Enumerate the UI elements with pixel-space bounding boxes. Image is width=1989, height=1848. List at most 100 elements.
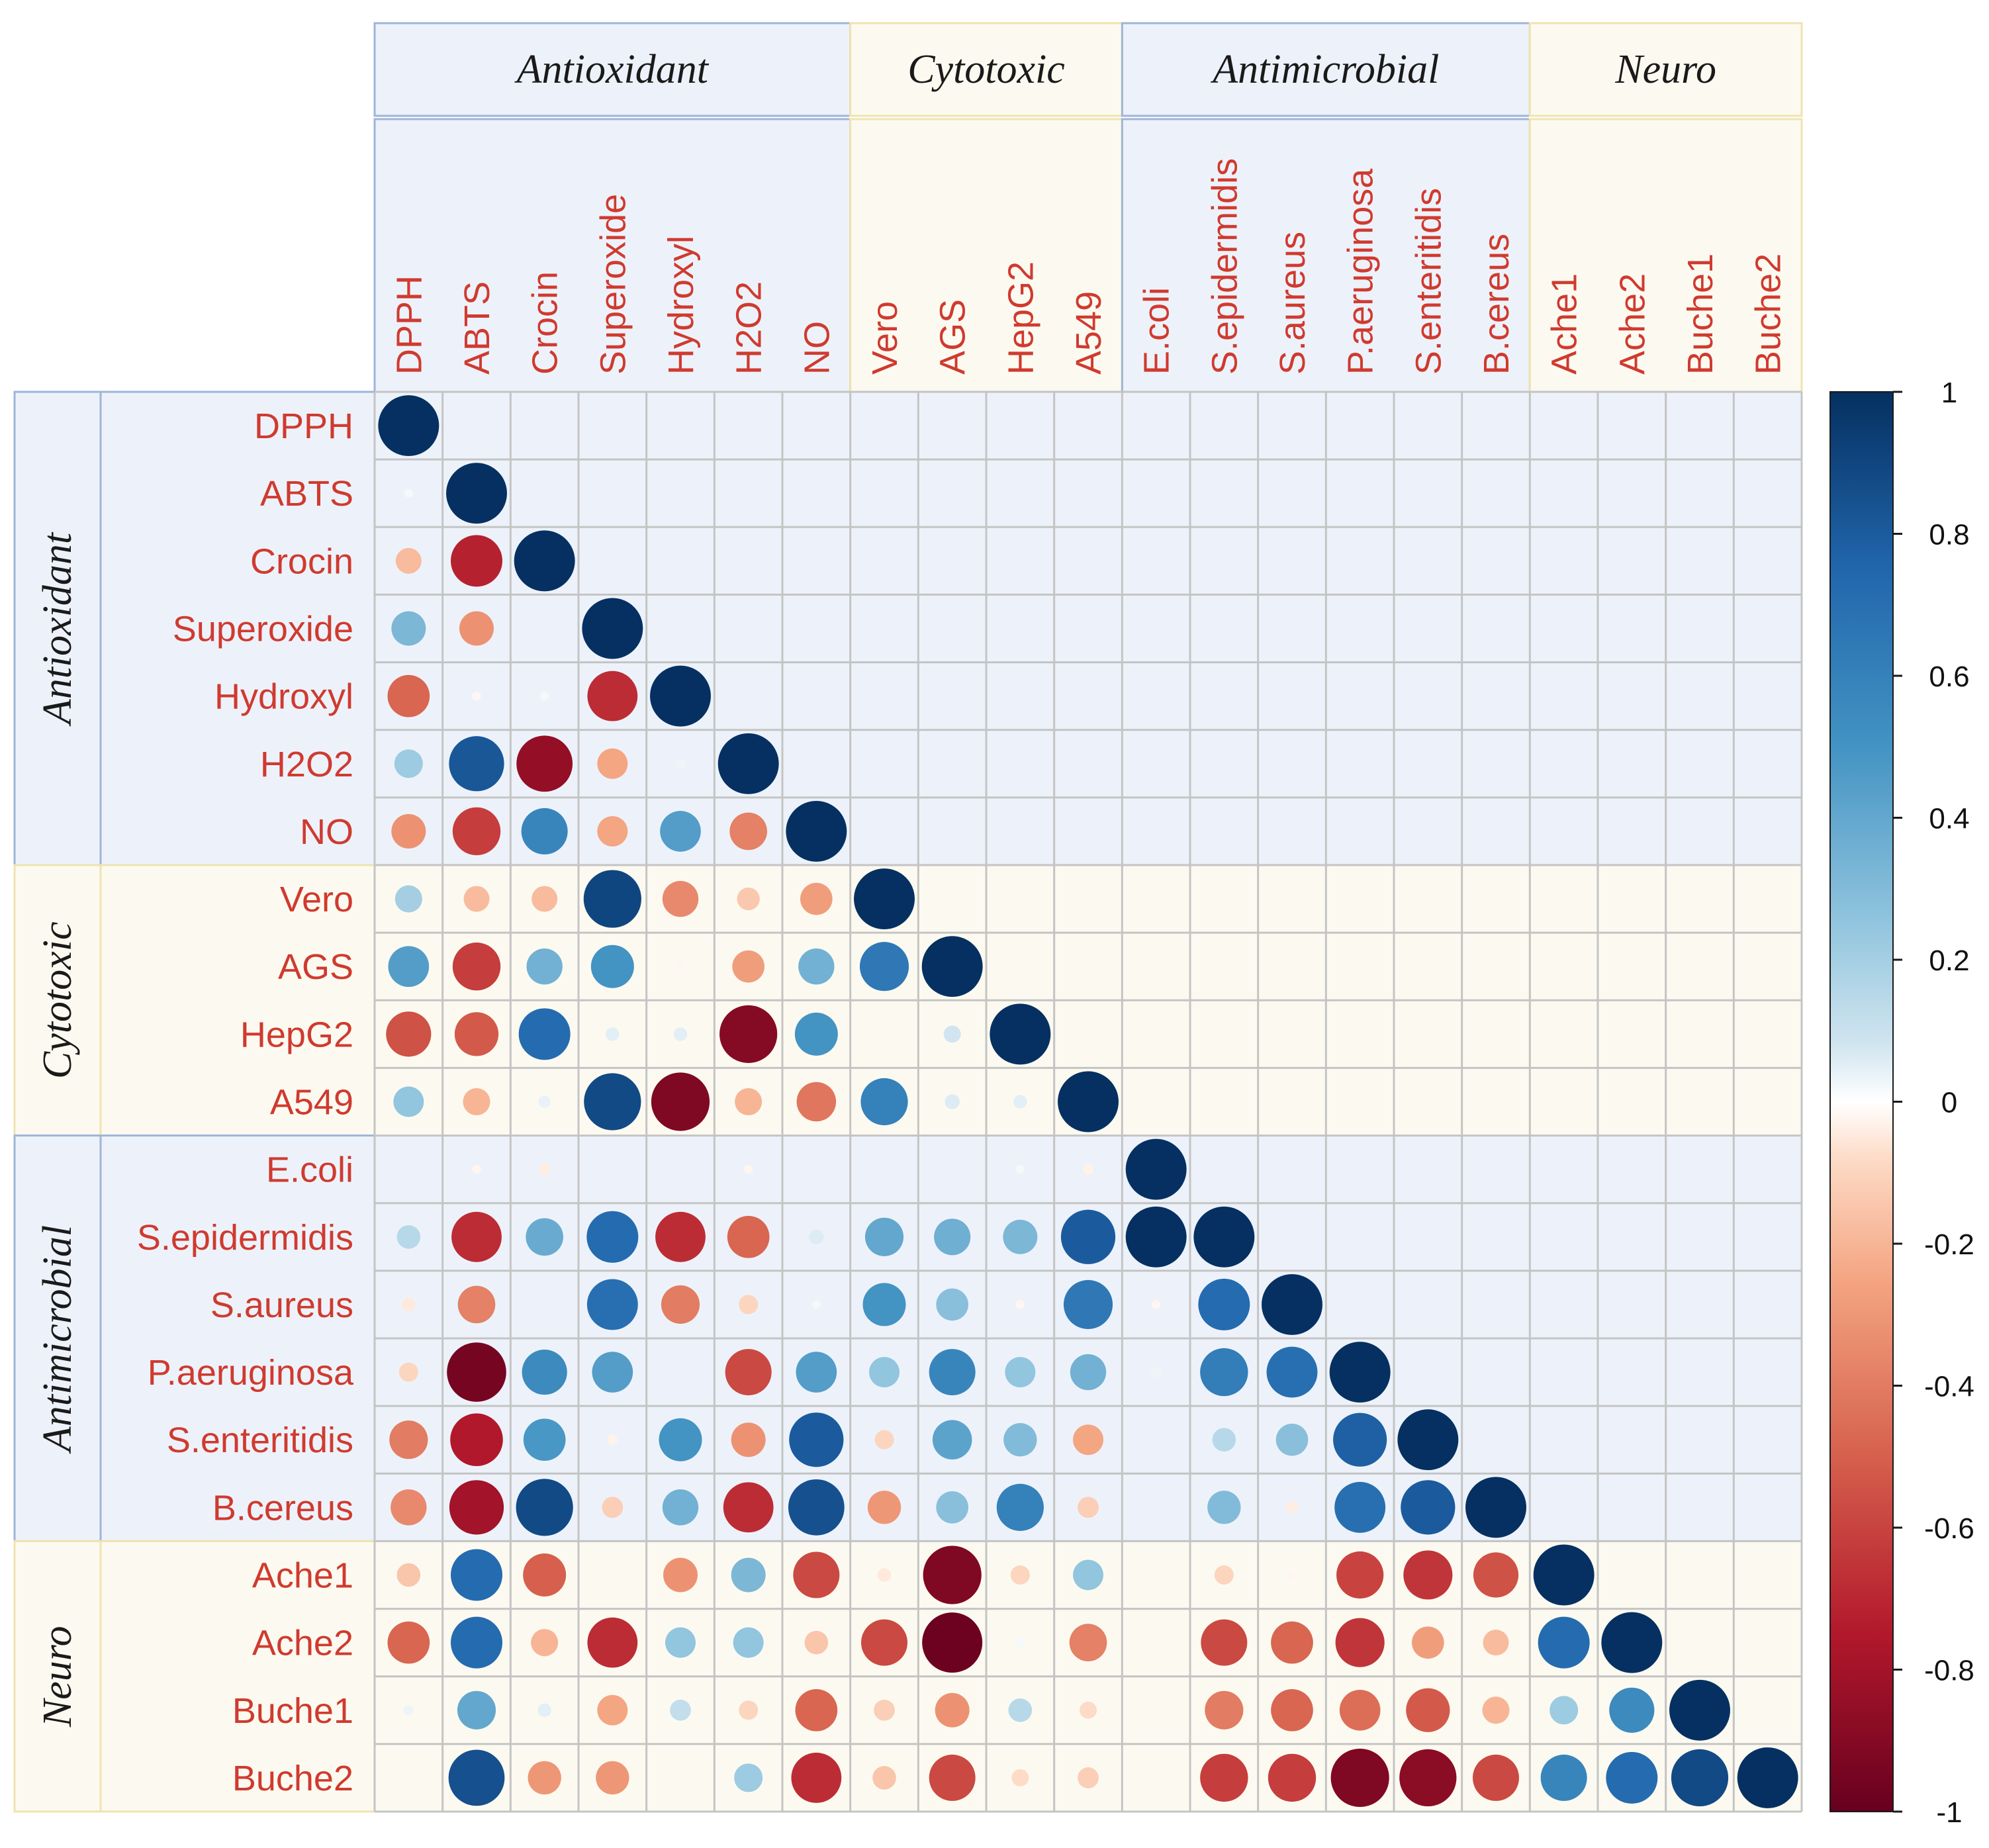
corr-A549-Vero <box>860 1078 908 1126</box>
row-label-B.cereus: B.cereus <box>212 1488 353 1528</box>
corr-Vero-DPPH <box>394 885 422 913</box>
corr-Buche2-H2O2 <box>734 1763 763 1792</box>
header-box-cytotoxic <box>849 22 1123 117</box>
side-box-neuro <box>13 1540 102 1813</box>
corr-Buche1-ABTS <box>457 1690 496 1730</box>
corr-HepG2-H2O2 <box>719 1005 778 1063</box>
colorbar-tick-label: 0.8 <box>1929 519 1969 551</box>
corr-HepG2-ABTS <box>454 1012 499 1056</box>
column-band-neuro <box>1528 118 1803 393</box>
corr-Hydroxyl-Hydroxyl <box>650 665 711 727</box>
corr-Hydroxyl-Superoxide <box>587 670 638 721</box>
corr-A549-AGS <box>945 1094 960 1109</box>
corr-H2O2-Superoxide <box>597 748 628 779</box>
row-label-E.coli: E.coli <box>266 1150 353 1190</box>
row-label-panel-antimicrobial <box>99 1134 376 1542</box>
row-label-DPPH: DPPH <box>254 406 353 446</box>
colorbar-tick-label: -1 <box>1936 1796 1962 1829</box>
corr-Buche2-Crocin <box>528 1761 561 1795</box>
corr-Buche2-Ache2 <box>1606 1751 1658 1804</box>
corr-P.aeruginosa-Crocin <box>522 1349 567 1395</box>
corr-B.cereus-A549 <box>1078 1497 1099 1518</box>
colorbar-tick-label: -0.6 <box>1924 1512 1974 1545</box>
corr-Buche1-AGS <box>935 1692 970 1728</box>
colorbar-tick-label: -0.8 <box>1924 1655 1974 1687</box>
corr-Crocin-DPPH <box>395 547 422 574</box>
row-label-HepG2: HepG2 <box>240 1015 353 1054</box>
corr-S.enteritidis-A549 <box>1073 1424 1103 1455</box>
corr-AGS-Vero <box>859 942 909 992</box>
corr-NO-DPPH <box>391 813 426 849</box>
corr-P.aeruginosa-H2O2 <box>725 1349 772 1396</box>
corr-Ache1-B.cereus <box>1473 1552 1519 1598</box>
corr-DPPH-DPPH <box>378 395 439 457</box>
row-label-Crocin: Crocin <box>250 541 353 581</box>
corr-NO-Superoxide <box>597 815 628 847</box>
corr-Ache2-Crocin <box>531 1629 559 1657</box>
column-label-DPPH: DPPH <box>389 275 429 375</box>
row-label-S.aureus: S.aureus <box>210 1285 353 1325</box>
header-label-antioxidant: Antioxidant <box>514 47 710 92</box>
side-label-cytotoxic: Cytotoxic <box>35 921 80 1079</box>
corr-AGS-AGS <box>921 936 983 997</box>
corr-S.enteritidis-S.enteritidis <box>1397 1409 1459 1471</box>
corr-Superoxide-Superoxide <box>582 598 643 659</box>
corr-AGS-Crocin <box>526 948 563 985</box>
corr-Ache1-S.aureus <box>1287 1570 1297 1580</box>
corr-Ache2-H2O2 <box>733 1627 764 1658</box>
corr-NO-ABTS <box>452 807 501 856</box>
corr-Vero-H2O2 <box>737 887 760 911</box>
corr-S.aureus-Superoxide <box>586 1279 638 1330</box>
row-label-panel-cytotoxic <box>99 864 376 1137</box>
grid <box>373 391 1803 1813</box>
corr-Ache2-ABTS <box>450 1616 503 1669</box>
column-label-B.cereus: B.cereus <box>1477 234 1516 375</box>
corr-Buche2-S.epidermidis <box>1200 1753 1248 1802</box>
corr-Buche1-DPPH <box>403 1704 414 1716</box>
colorbar: 1 0.8 0.6 0.4 0.2 0 -0.2 -0.4 -0.6 -0.8 -1 <box>1829 377 1974 1829</box>
colorbar-tick-label: -0.4 <box>1924 1371 1974 1403</box>
corr-B.cereus-H2O2 <box>723 1482 774 1533</box>
corr-P.aeruginosa-S.epidermidis <box>1200 1348 1248 1397</box>
corr-S.enteritidis-P.aeruginosa <box>1333 1412 1387 1467</box>
colorbar-gradient <box>1829 391 1894 1812</box>
corr-Buche1-Vero <box>874 1699 895 1721</box>
corr-Ache2-Superoxide <box>587 1617 638 1668</box>
corr-B.cereus-S.epidermidis <box>1207 1491 1241 1524</box>
header-label-cytotoxic: Cytotoxic <box>907 47 1065 92</box>
corr-S.enteritidis-DPPH <box>389 1420 428 1459</box>
side-box-antioxidant <box>13 391 102 866</box>
row-label-Buche1: Buche1 <box>232 1691 353 1731</box>
column-label-S.epidermidis: S.epidermidis <box>1205 158 1244 375</box>
corr-A549-Crocin <box>538 1095 551 1108</box>
corr-S.epidermidis-S.epidermidis <box>1193 1206 1255 1268</box>
corr-A549-Hydroxyl <box>651 1072 710 1131</box>
header-label-antimicrobial: Antimicrobial <box>1210 47 1439 92</box>
corr-A549-A549 <box>1058 1071 1119 1132</box>
header-box-antioxidant <box>373 22 852 117</box>
corr-Buche2-S.enteritidis <box>1399 1749 1457 1807</box>
corr-Buche1-B.cereus <box>1482 1696 1510 1724</box>
corr-AGS-DPPH <box>388 946 430 988</box>
corr-S.aureus-HepG2 <box>1015 1300 1025 1309</box>
header-box-neuro <box>1528 22 1803 117</box>
row-label-AGS: AGS <box>278 947 353 987</box>
corr-S.enteritidis-S.aureus <box>1275 1423 1309 1456</box>
corr-Vero-Vero <box>854 868 915 930</box>
column-band-cytotoxic <box>849 118 1123 393</box>
corr-S.enteritidis-Vero <box>874 1430 894 1450</box>
corr-AGS-H2O2 <box>732 950 764 983</box>
corr-NO-NO <box>786 800 847 862</box>
row-label-panel-antioxidant <box>99 391 376 866</box>
corr-Ache1-NO <box>793 1551 840 1598</box>
corr-Crocin-Crocin <box>514 530 575 592</box>
corr-S.enteritidis-AGS <box>932 1420 972 1460</box>
corr-Ache1-Crocin <box>523 1553 567 1597</box>
corr-Hydroxyl-Crocin <box>540 692 549 701</box>
corr-Ache2-S.enteritidis <box>1412 1626 1444 1659</box>
corr-P.aeruginosa-P.aeruginosa <box>1329 1342 1391 1403</box>
column-label-NO: NO <box>797 321 837 375</box>
row-label-Ache2: Ache2 <box>252 1624 353 1663</box>
corr-B.cereus-HepG2 <box>996 1483 1044 1531</box>
column-label-Buche2: Buche2 <box>1749 254 1788 375</box>
